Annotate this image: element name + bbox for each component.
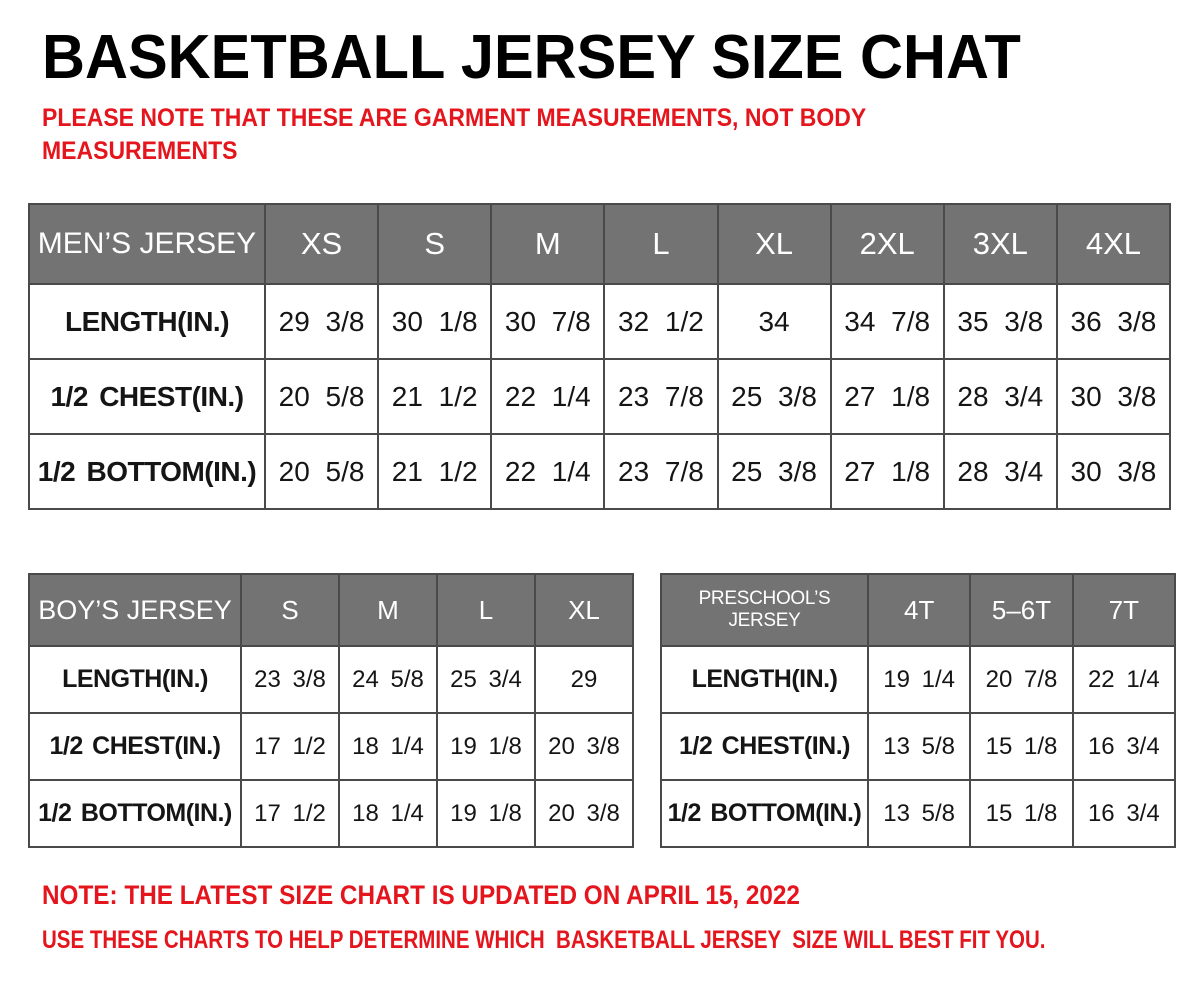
measurement-value-cell: 34 — [716, 283, 832, 360]
size-column-header: S — [240, 573, 340, 647]
measurement-value-cell: 19 1/8 — [436, 712, 536, 781]
measurement-value-cell: 15 1/8 — [969, 779, 1074, 848]
boys-jersey-size-table: BOY’S JERSEY S M L XL LENGTH(IN.) 23 3/8 24 5/8… — [28, 573, 634, 848]
size-column-header: M — [490, 203, 606, 285]
measurement-value-cell: 21 1/2 — [377, 358, 493, 435]
row-label-cell: LENGTH(IN.) — [28, 283, 266, 360]
row-label-cell: 1/2 CHEST(IN.) — [28, 712, 242, 781]
measurement-row: LENGTH(IN.) 19 1/4 20 7/8 22 1/4 — [660, 645, 1177, 714]
measurement-value-cell: 18 1/4 — [338, 779, 438, 848]
measurement-row: LENGTH(IN.) 29 3/8 30 1/8 30 7/8 32 1/2 34 34 … — [28, 283, 1172, 360]
measurement-value-cell: 27 1/8 — [829, 433, 945, 510]
measurement-row: 1/2 CHEST(IN.) 13 5/8 15 1/8 16 3/4 — [660, 712, 1177, 781]
measurement-value-cell: 22 1/4 — [490, 358, 606, 435]
measurement-value-cell: 23 7/8 — [603, 433, 719, 510]
measurement-value-cell: 13 5/8 — [866, 712, 972, 781]
measurement-value-cell: 20 5/8 — [263, 358, 380, 435]
measurement-value-cell: 25 3/8 — [716, 433, 832, 510]
table-title-cell: PRESCHOOL’S JERSEY — [660, 573, 869, 647]
size-column-header: S — [377, 203, 493, 285]
measurement-row: 1/2 BOTTOM(IN.) 20 5/8 21 1/2 22 1/4 23 7/8 2… — [28, 433, 1172, 510]
table-title-cell: MEN’S JERSEY — [28, 203, 266, 285]
measurement-value-cell: 24 5/8 — [338, 645, 438, 714]
measurement-value-cell: 35 3/8 — [942, 283, 1058, 360]
measurement-value-cell: 22 1/4 — [490, 433, 606, 510]
size-column-header: 7T — [1071, 573, 1177, 647]
measurement-value-cell: 29 3/8 — [263, 283, 380, 360]
size-column-header: 4XL — [1055, 203, 1172, 285]
update-date-note: NOTE: THE LATEST SIZE CHART IS UPDATED O… — [42, 880, 800, 910]
measurement-value-cell: 20 3/8 — [534, 779, 634, 848]
measurement-value-cell: 20 5/8 — [263, 433, 380, 510]
size-column-header: L — [436, 573, 536, 647]
measurement-row: LENGTH(IN.) 23 3/8 24 5/8 25 3/4 29 — [28, 645, 634, 714]
measurement-value-cell: 29 — [534, 645, 634, 714]
measurement-row: 1/2 BOTTOM(IN.) 13 5/8 15 1/8 16 3/4 — [660, 779, 1177, 848]
measurement-value-cell: 27 1/8 — [829, 358, 945, 435]
mens-jersey-size-table: MEN’S JERSEY XS S M L XL 2XL 3XL 4XL LENGTH(IN.) 2… — [28, 203, 1172, 510]
preschools-jersey-size-table: PRESCHOOL’S JERSEY 4T 5–6T 7T LENGTH(IN.) 19 … — [660, 573, 1177, 848]
row-label-cell: 1/2 BOTTOM(IN.) — [28, 779, 242, 848]
measurement-value-cell: 23 7/8 — [603, 358, 719, 435]
measurement-value-cell: 30 7/8 — [490, 283, 606, 360]
fit-advice-note: USE THESE CHARTS TO HELP DETERMINE WHICH… — [42, 926, 1046, 954]
table-title-cell: BOY’S JERSEY — [28, 573, 242, 647]
measurement-value-cell: 30 3/8 — [1055, 433, 1172, 510]
size-column-header: 5–6T — [969, 573, 1074, 647]
measurement-value-cell: 15 1/8 — [969, 712, 1074, 781]
size-column-header: 4T — [866, 573, 972, 647]
size-header-row: BOY’S JERSEY S M L XL — [28, 573, 634, 647]
measurement-value-cell: 36 3/8 — [1055, 283, 1172, 360]
measurement-value-cell: 34 7/8 — [829, 283, 945, 360]
size-header-row: MEN’S JERSEY XS S M L XL 2XL 3XL 4XL — [28, 203, 1172, 285]
size-column-header: 2XL — [829, 203, 945, 285]
measurement-value-cell: 16 3/4 — [1071, 779, 1177, 848]
size-column-header: 3XL — [942, 203, 1058, 285]
row-label-cell: 1/2 CHEST(IN.) — [28, 358, 266, 435]
measurement-value-cell: 28 3/4 — [942, 433, 1058, 510]
measurement-value-cell: 30 3/8 — [1055, 358, 1172, 435]
measurement-value-cell: 19 1/4 — [866, 645, 972, 714]
measurement-value-cell: 21 1/2 — [377, 433, 493, 510]
measurement-value-cell: 19 1/8 — [436, 779, 536, 848]
measurement-value-cell: 20 7/8 — [969, 645, 1074, 714]
row-label-cell: LENGTH(IN.) — [28, 645, 242, 714]
measurement-value-cell: 23 3/8 — [240, 645, 340, 714]
measurement-value-cell: 13 5/8 — [866, 779, 972, 848]
size-header-row: PRESCHOOL’S JERSEY 4T 5–6T 7T — [660, 573, 1177, 647]
measurement-value-cell: 20 3/8 — [534, 712, 634, 781]
row-label-cell: 1/2 CHEST(IN.) — [660, 712, 869, 781]
size-column-header: XL — [716, 203, 832, 285]
measurement-value-cell: 17 1/2 — [240, 779, 340, 848]
row-label-cell: 1/2 BOTTOM(IN.) — [28, 433, 266, 510]
measurement-value-cell: 18 1/4 — [338, 712, 438, 781]
size-column-header: XL — [534, 573, 634, 647]
measurement-value-cell: 25 3/4 — [436, 645, 536, 714]
measurement-value-cell: 30 1/8 — [377, 283, 493, 360]
size-column-header: XS — [263, 203, 380, 285]
row-label-cell: 1/2 BOTTOM(IN.) — [660, 779, 869, 848]
measurement-value-cell: 28 3/4 — [942, 358, 1058, 435]
measurement-row: 1/2 CHEST(IN.) 20 5/8 21 1/2 22 1/4 23 7/8 25… — [28, 358, 1172, 435]
size-column-header: M — [338, 573, 438, 647]
garment-measurement-note: PLEASE NOTE THAT THESE ARE GARMENT MEASU… — [42, 104, 866, 165]
measurement-value-cell: 22 1/4 — [1071, 645, 1177, 714]
measurement-row: 1/2 CHEST(IN.) 17 1/2 18 1/4 19 1/8 20 3/8 — [28, 712, 634, 781]
measurement-value-cell: 25 3/8 — [716, 358, 832, 435]
measurement-value-cell: 17 1/2 — [240, 712, 340, 781]
measurement-value-cell: 16 3/4 — [1071, 712, 1177, 781]
row-label-cell: LENGTH(IN.) — [660, 645, 869, 714]
page-title: BASKETBALL JERSEY SIZE CHAT — [42, 23, 1021, 92]
measurement-row: 1/2 BOTTOM(IN.) 17 1/2 18 1/4 19 1/8 20 3/8 — [28, 779, 634, 848]
measurement-value-cell: 32 1/2 — [603, 283, 719, 360]
size-column-header: L — [603, 203, 719, 285]
